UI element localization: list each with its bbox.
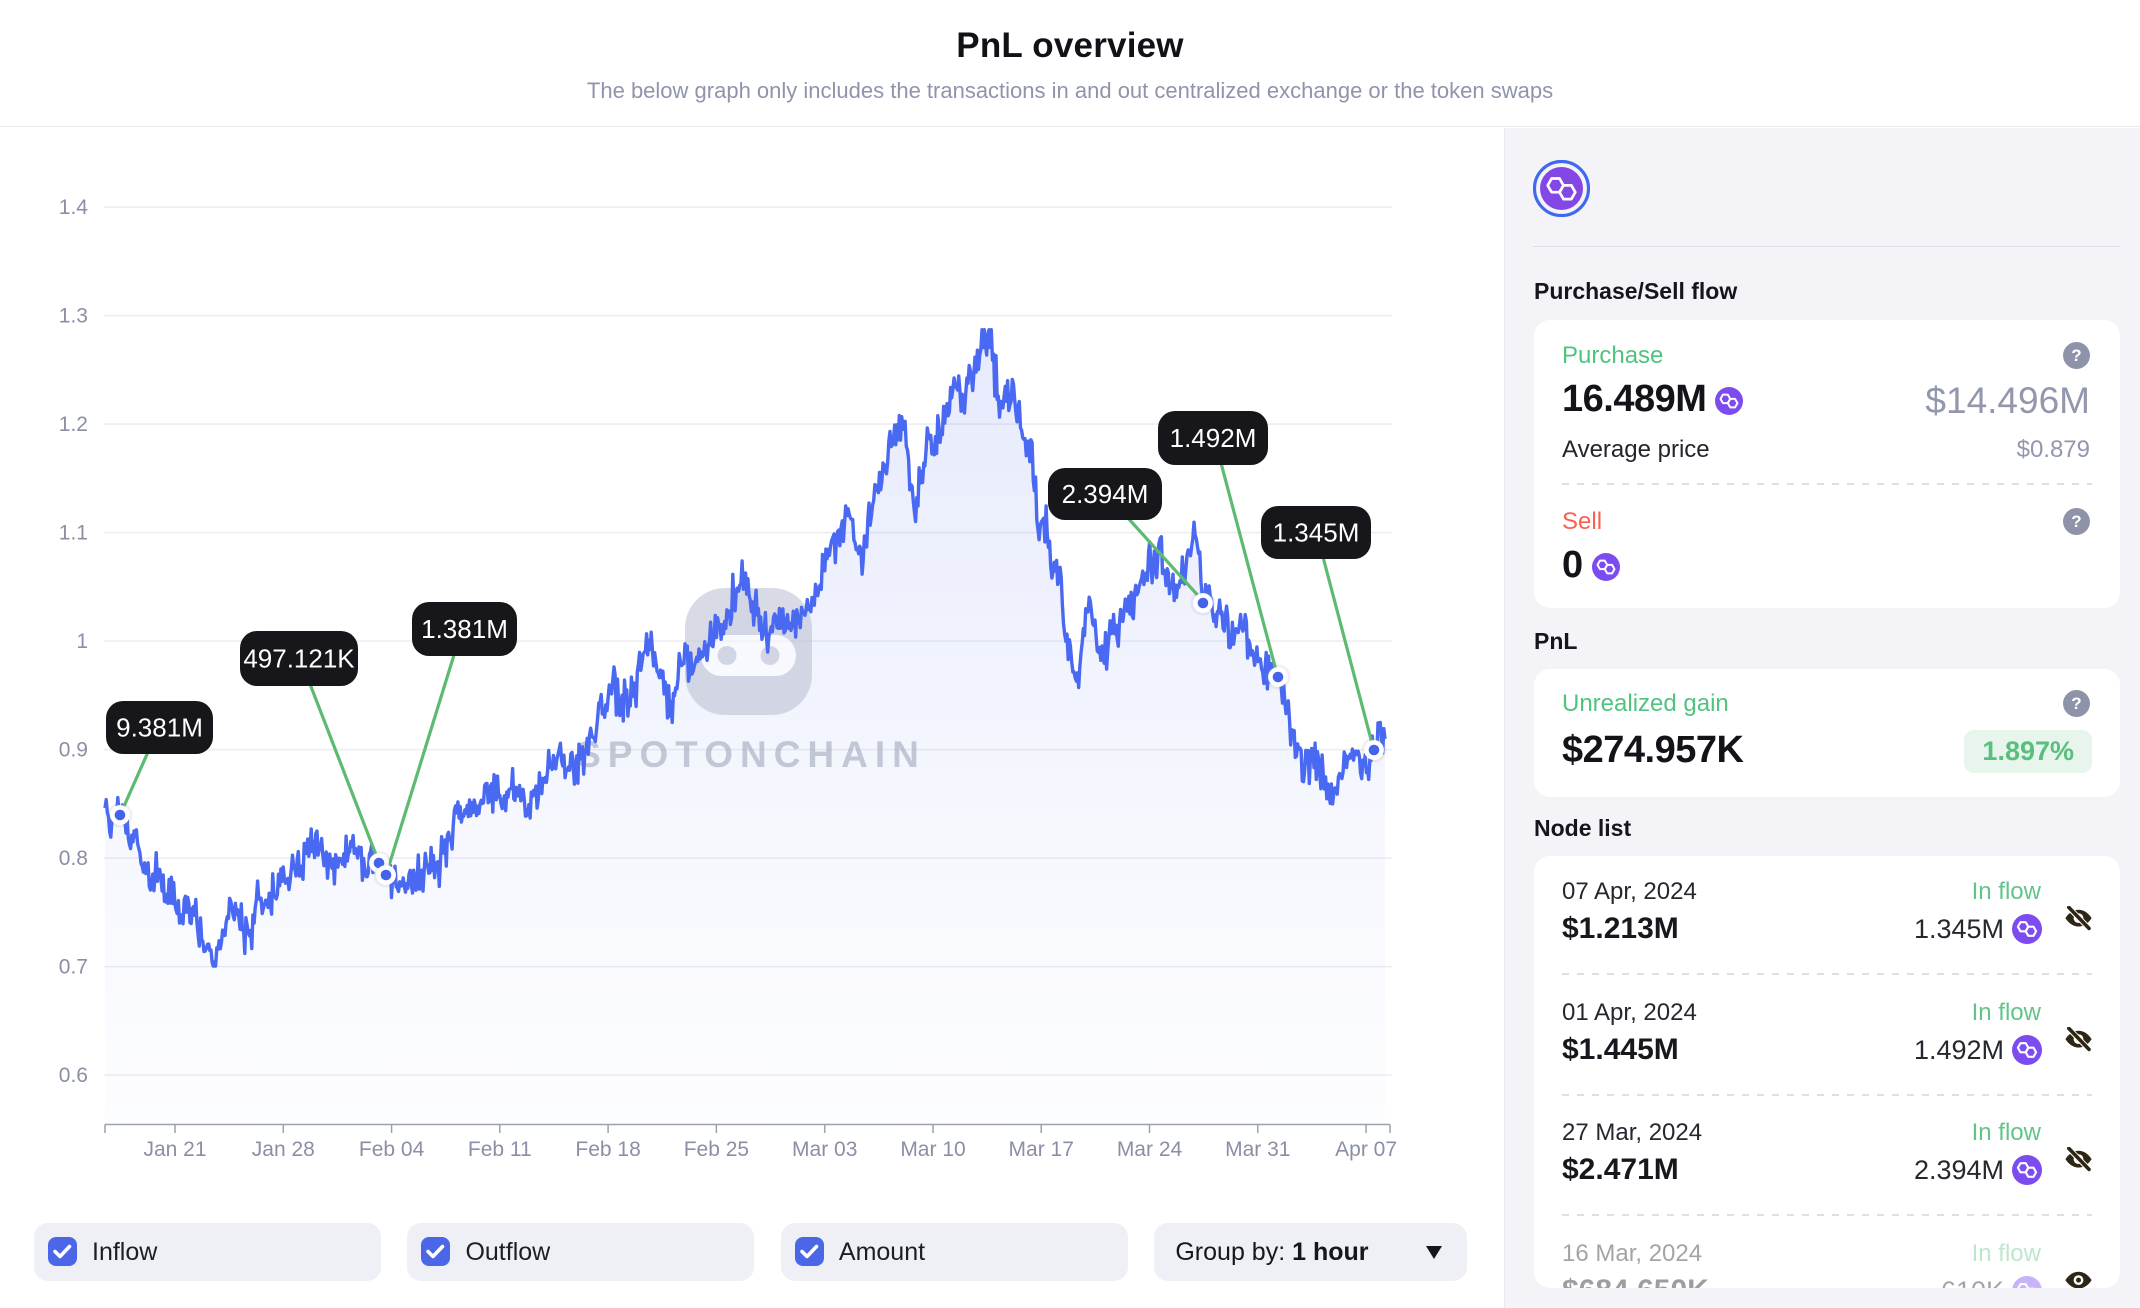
svg-text:Feb 25: Feb 25 bbox=[684, 1138, 749, 1161]
svg-text:0.8: 0.8 bbox=[59, 847, 88, 870]
svg-text:497.121K: 497.121K bbox=[243, 644, 355, 674]
svg-text:Feb 04: Feb 04 bbox=[359, 1138, 425, 1161]
svg-text:Mar 24: Mar 24 bbox=[1117, 1138, 1183, 1161]
svg-text:1.381M: 1.381M bbox=[421, 614, 508, 644]
svg-text:1.4: 1.4 bbox=[59, 196, 89, 219]
svg-text:1.1: 1.1 bbox=[59, 522, 88, 545]
svg-text:Mar 10: Mar 10 bbox=[900, 1138, 965, 1161]
svg-text:Feb 18: Feb 18 bbox=[575, 1138, 640, 1161]
svg-text:0.9: 0.9 bbox=[59, 739, 88, 762]
svg-text:1.345M: 1.345M bbox=[1273, 518, 1360, 548]
svg-text:9.381M: 9.381M bbox=[116, 713, 203, 743]
svg-text:0.6: 0.6 bbox=[59, 1064, 88, 1087]
svg-text:Apr 07: Apr 07 bbox=[1335, 1138, 1397, 1161]
svg-text:Mar 17: Mar 17 bbox=[1009, 1138, 1074, 1161]
svg-text:Jan 28: Jan 28 bbox=[252, 1138, 315, 1161]
svg-text:1.3: 1.3 bbox=[59, 305, 88, 328]
svg-text:Feb 11: Feb 11 bbox=[468, 1138, 532, 1161]
svg-text:Mar 31: Mar 31 bbox=[1225, 1138, 1290, 1161]
svg-text:2.394M: 2.394M bbox=[1062, 479, 1149, 509]
svg-text:1.492M: 1.492M bbox=[1170, 423, 1257, 453]
svg-text:Mar 03: Mar 03 bbox=[792, 1138, 857, 1161]
svg-text:1: 1 bbox=[76, 630, 88, 653]
svg-text:1.2: 1.2 bbox=[59, 413, 88, 436]
svg-text:Jan 21: Jan 21 bbox=[143, 1138, 206, 1161]
svg-text:SPOTONCHAIN: SPOTONCHAIN bbox=[576, 734, 926, 775]
svg-text:0.7: 0.7 bbox=[59, 956, 88, 979]
